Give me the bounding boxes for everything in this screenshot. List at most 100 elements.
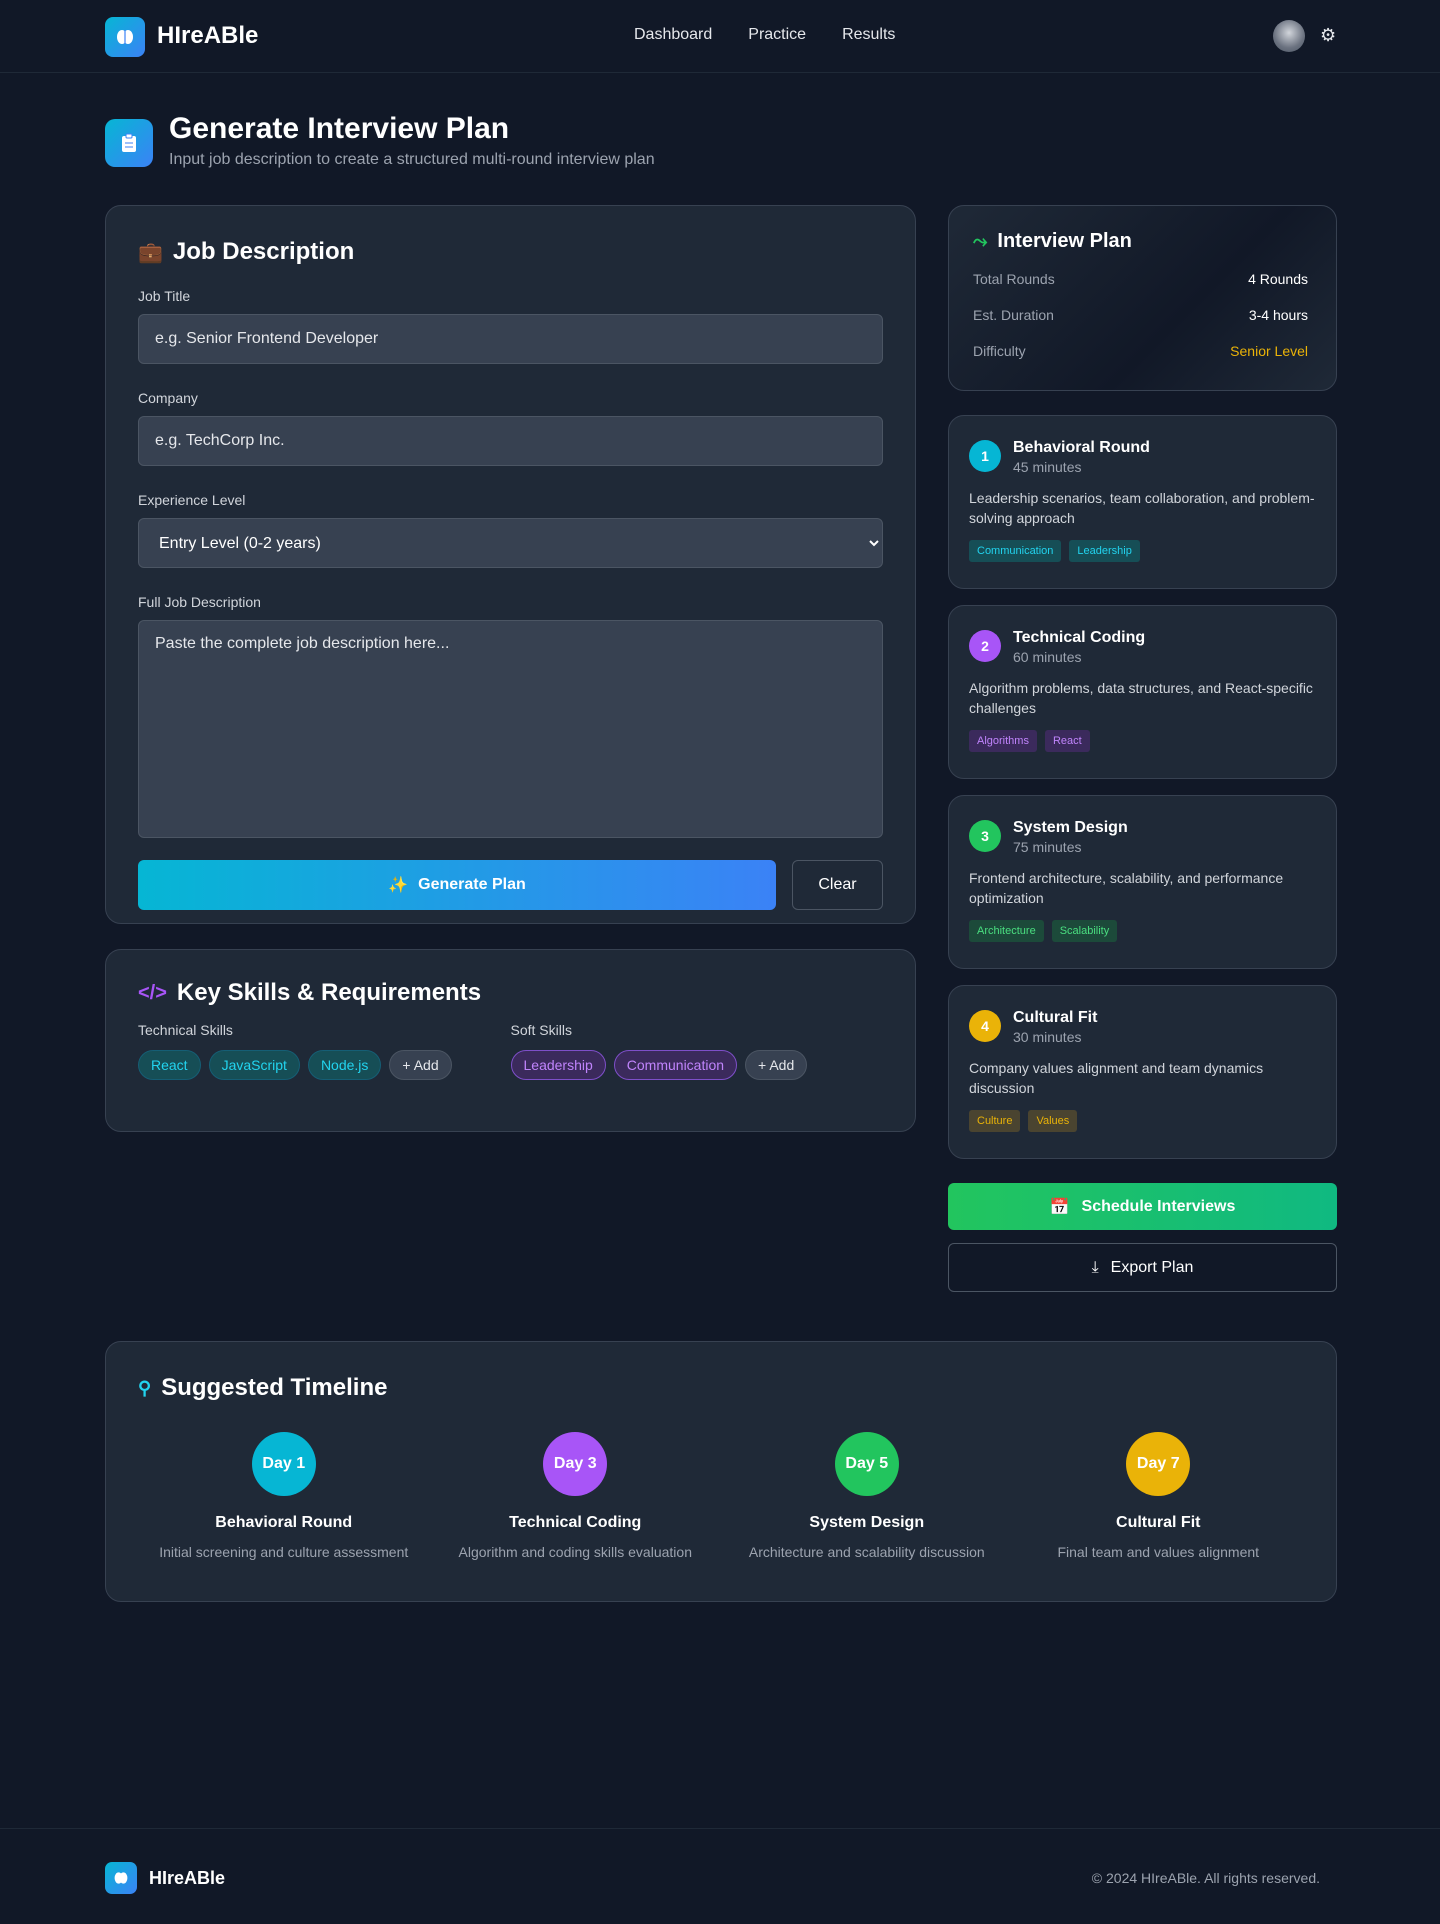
- skills-heading: Key Skills & Requirements: [176, 979, 482, 1006]
- add-soft-skill-button[interactable]: + Add: [745, 1050, 808, 1080]
- day-badge: Day 3: [543, 1432, 608, 1496]
- timeline-icon: ⚲: [138, 1377, 152, 1398]
- copyright: © 2024 HIreABle. All rights reserved.: [1091, 1870, 1320, 1886]
- soft-skills-label: Soft Skills: [510, 1022, 572, 1038]
- round-tag: Architecture: [969, 920, 1044, 942]
- round-title: Behavioral Round: [1013, 439, 1150, 456]
- footer: HIreABle © 2024 HIreABle. All rights res…: [0, 1828, 1440, 1924]
- round-title: Technical Coding: [1013, 629, 1146, 646]
- technical-skills-label: Technical Skills: [138, 1022, 233, 1038]
- round-tag: Algorithms: [969, 730, 1037, 752]
- experience-label: Experience Level: [138, 492, 246, 508]
- route-icon: ⤳: [973, 231, 988, 251]
- nav-practice[interactable]: Practice: [748, 26, 807, 43]
- skill-chip[interactable]: React: [138, 1050, 201, 1080]
- round-tag: Communication: [969, 540, 1062, 562]
- timeline-step: Day 3 Technical Coding Algorithm and cod…: [430, 1432, 722, 1560]
- timeline-step: Day 7 Cultural Fit Final team and values…: [1013, 1432, 1305, 1560]
- brand-name[interactable]: HIreABle: [157, 22, 259, 49]
- export-plan-button[interactable]: ⤓ Export Plan: [948, 1243, 1337, 1292]
- round-duration: 30 minutes: [1013, 1029, 1082, 1045]
- avatar[interactable]: [1273, 20, 1305, 52]
- round-tag: Scalability: [1051, 920, 1118, 942]
- row-value: 4 Rounds: [1248, 271, 1308, 287]
- company-input[interactable]: [138, 416, 883, 466]
- brain-logo-icon: [105, 1862, 137, 1894]
- step-title: Cultural Fit: [1116, 1514, 1201, 1531]
- top-nav: HIreABle Dashboard Practice Results ⚙: [0, 0, 1440, 73]
- round-title: Cultural Fit: [1013, 1009, 1098, 1026]
- nav-results[interactable]: Results: [842, 26, 896, 43]
- schedule-interviews-button[interactable]: 📅 Schedule Interviews: [948, 1183, 1337, 1230]
- row-label: Difficulty: [973, 343, 1026, 359]
- step-title: System Design: [809, 1514, 925, 1531]
- timeline-step: Day 5 System Design Architecture and sca…: [721, 1432, 1013, 1560]
- page-title: Generate Interview Plan: [169, 112, 510, 145]
- skill-chip[interactable]: Leadership: [510, 1050, 606, 1080]
- company-label: Company: [138, 390, 198, 406]
- round-tag: Values: [1028, 1110, 1078, 1132]
- row-value: 3-4 hours: [1248, 307, 1308, 323]
- download-icon: ⤓: [1091, 1258, 1099, 1276]
- round-card[interactable]: 1 Behavioral Round 45 minutes Leadership …: [948, 415, 1337, 589]
- step-description: Algorithm and coding skills evaluation: [458, 1544, 692, 1560]
- round-description: Company values alignment and team dynami…: [969, 1060, 1264, 1096]
- row-label: Total Rounds: [973, 271, 1055, 287]
- day-badge: Day 5: [834, 1432, 899, 1496]
- round-tag: React: [1044, 730, 1090, 752]
- step-title: Technical Coding: [509, 1514, 642, 1531]
- day-badge: Day 7: [1126, 1432, 1191, 1496]
- job-title-input[interactable]: [138, 314, 883, 364]
- description-textarea[interactable]: [138, 620, 883, 838]
- round-card[interactable]: 4 Cultural Fit 30 minutes Company values …: [948, 985, 1337, 1159]
- magic-wand-icon: ✨: [388, 877, 409, 894]
- clipboard-icon: [105, 119, 153, 167]
- page-subtitle: Input job description to create a struct…: [169, 151, 655, 168]
- footer-brand: HIreABle: [149, 1868, 226, 1888]
- round-card[interactable]: 3 System Design 75 minutes Frontend archi…: [948, 795, 1337, 969]
- description-label: Full Job Description: [138, 594, 261, 610]
- step-title: Behavioral Round: [215, 1514, 353, 1531]
- round-number: 2: [969, 630, 1001, 662]
- difficulty-value: Senior Level: [1230, 343, 1308, 359]
- interview-plan-summary: ⤳ Interview Plan Total Rounds 4 Rounds Est…: [948, 205, 1337, 391]
- job-description-card: 💼 Job Description Job Title Company Exper…: [105, 205, 916, 924]
- brain-logo-icon[interactable]: [105, 17, 145, 57]
- round-number: 1: [969, 440, 1001, 472]
- round-tag: Leadership: [1069, 540, 1140, 562]
- row-label: Est. Duration: [973, 307, 1054, 323]
- round-duration: 60 minutes: [1013, 649, 1082, 665]
- day-badge: Day 1: [251, 1432, 316, 1496]
- calendar-plus-icon: 📅: [1049, 1198, 1070, 1216]
- job-description-heading: Job Description: [172, 238, 355, 265]
- step-description: Architecture and scalability discussion: [748, 1544, 985, 1560]
- experience-select[interactable]: Entry Level (0-2 years): [138, 518, 883, 568]
- clear-button[interactable]: Clear: [792, 860, 883, 910]
- timeline-card: ⚲ Suggested Timeline Day 1 Behavioral Rou…: [105, 1341, 1337, 1602]
- job-title-label: Job Title: [138, 288, 191, 304]
- step-description: Final team and values alignment: [1057, 1544, 1260, 1560]
- skill-chip[interactable]: Communication: [613, 1050, 738, 1080]
- round-number: 4: [969, 1010, 1001, 1042]
- round-description: Frontend architecture, scalability, and …: [969, 870, 1284, 906]
- briefcase-icon: 💼: [138, 241, 163, 264]
- round-description: Algorithm problems, data structures, and…: [969, 680, 1313, 716]
- skill-chip[interactable]: Node.js: [307, 1050, 382, 1080]
- round-card[interactable]: 2 Technical Coding 60 minutes Algorithm p…: [948, 605, 1337, 779]
- round-duration: 45 minutes: [1013, 459, 1082, 475]
- skills-card: </> Key Skills & Requirements Technical S…: [105, 949, 916, 1132]
- timeline-heading: Suggested Timeline: [161, 1374, 388, 1401]
- timeline-step: Day 1 Behavioral Round Initial screening…: [138, 1432, 430, 1560]
- code-icon: </>: [138, 982, 167, 1004]
- nav-dashboard[interactable]: Dashboard: [634, 26, 713, 43]
- round-title: System Design: [1013, 819, 1128, 836]
- step-description: Initial screening and culture assessment: [159, 1544, 409, 1560]
- round-duration: 75 minutes: [1013, 839, 1082, 855]
- skill-chip[interactable]: JavaScript: [208, 1050, 300, 1080]
- round-description: Leadership scenarios, team collaboration…: [969, 490, 1315, 526]
- round-tag: Culture: [969, 1110, 1021, 1132]
- gear-icon[interactable]: ⚙: [1320, 25, 1337, 45]
- round-number: 3: [969, 820, 1001, 852]
- add-technical-skill-button[interactable]: + Add: [389, 1050, 452, 1080]
- generate-plan-button[interactable]: ✨ Generate Plan: [138, 860, 776, 910]
